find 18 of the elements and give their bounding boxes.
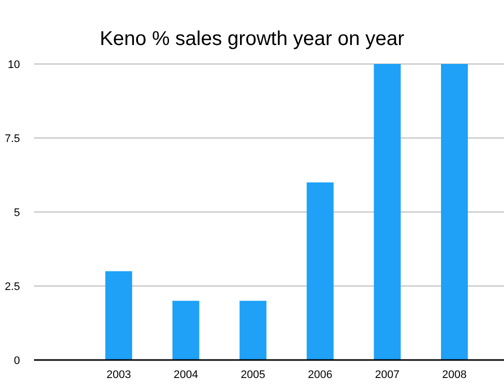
x-tick-label: 2003 — [106, 369, 131, 381]
y-tick-label: 0 — [14, 354, 20, 367]
x-tick-label: 2005 — [240, 369, 266, 381]
y-tick-label: 5 — [14, 206, 20, 219]
x-tick-label: 2008 — [442, 369, 467, 381]
y-tick-label: 2.5 — [4, 280, 20, 293]
bar — [240, 300, 266, 360]
y-tick-label: 10 — [8, 58, 20, 71]
bar — [105, 271, 132, 360]
bar — [172, 300, 200, 360]
x-tick-label: 2007 — [375, 369, 400, 381]
bar — [306, 182, 334, 360]
bar — [374, 64, 401, 360]
y-tick-label: 7.5 — [4, 132, 20, 145]
x-tick-label: 2004 — [174, 369, 198, 381]
x-tick-label: 2006 — [308, 369, 332, 381]
chart-title: Keno % sales growth year on year — [100, 28, 405, 50]
bar — [441, 64, 468, 360]
